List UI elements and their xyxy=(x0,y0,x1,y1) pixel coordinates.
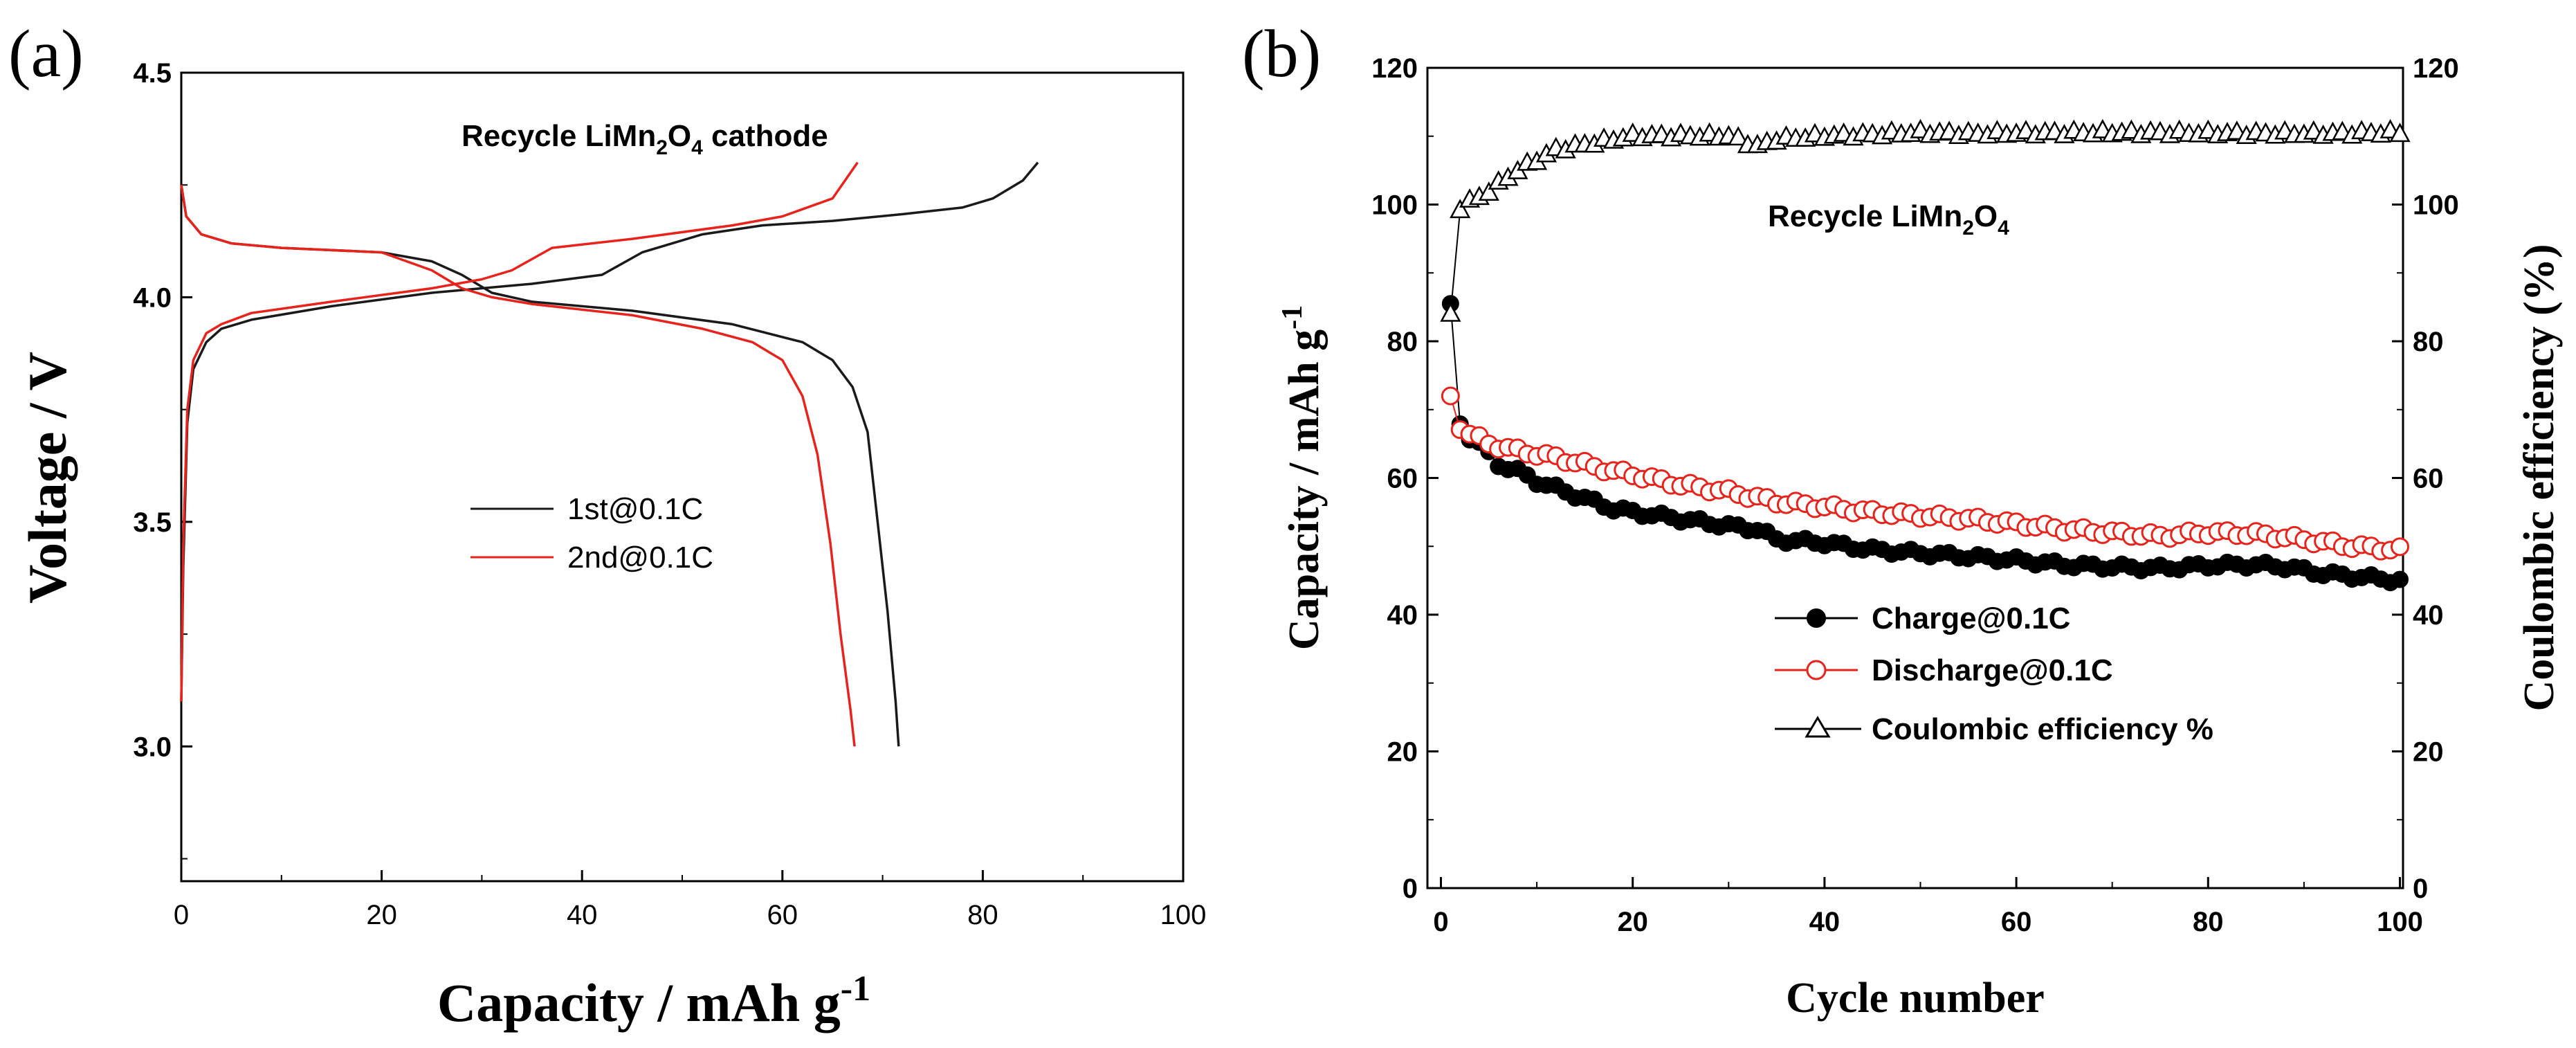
point-ce xyxy=(1478,181,1499,201)
panel-b-y2-tick-label: 80 xyxy=(2413,327,2444,357)
panel-a-y-tick-label: 4.0 xyxy=(133,282,172,313)
panel-b-y-axis-label: Capacity / mAh g-1 xyxy=(1277,305,1328,650)
point-discharge xyxy=(2391,537,2409,557)
panel-a-plot-frame xyxy=(180,71,1185,883)
panel-b-y-tick-label: 100 xyxy=(1371,190,1418,221)
panel-a-y-tick-label: 3.5 xyxy=(133,507,172,538)
panel-b-y2-tick-label: 20 xyxy=(2413,737,2444,768)
legend-label-discharge: Discharge@0.1C xyxy=(1872,653,2113,687)
panel-b-x-tick-label: 80 xyxy=(2193,907,2224,937)
panel-b-y2-tick-label: 120 xyxy=(2413,53,2459,84)
panel-b: (b) 0 20 40 60 80 100 0 20 40 60 80 100 120 0 20 40 60… xyxy=(1242,17,2563,1022)
panel-a-y-axis-label: Voltage / V xyxy=(17,352,77,604)
panel-a-label: (a) xyxy=(8,17,84,91)
panel-b-x-ticks: 0 20 40 60 80 100 xyxy=(1433,877,2423,937)
panel-a-x-ticks: 0 20 40 60 80 100 xyxy=(174,870,1207,930)
series-1st-charge-curve xyxy=(180,161,1039,702)
panel-b-y2-tick-label: 60 xyxy=(2413,464,2444,494)
panel-b-y2-ticks: 0 20 40 60 80 100 120 xyxy=(2392,53,2459,904)
panel-b-legend: Charge@0.1C Discharge@0.1C Coulombic eff… xyxy=(1775,602,2213,746)
legend-label-1st: 1st@0.1C xyxy=(567,492,703,526)
panel-a-title: Recycle LiMn2O4 cathode xyxy=(462,119,828,159)
point-ce xyxy=(1450,199,1471,219)
panel-b-title: Recycle LiMn2O4 xyxy=(1768,199,2009,240)
point-discharge xyxy=(1441,386,1460,406)
legend-label-charge: Charge@0.1C xyxy=(1872,602,2070,635)
panel-a-y-ticks: 3.0 3.5 4.0 4.5 xyxy=(133,58,192,860)
panel-b-y-ticks: 0 20 40 60 80 100 120 xyxy=(1371,53,1438,904)
panel-a-x-tick-label: 20 xyxy=(366,900,397,930)
panel-a-x-tick-label: 0 xyxy=(174,900,189,930)
panel-b-plot-frame xyxy=(1426,66,2404,889)
legend-marker-discharge xyxy=(1806,660,1827,680)
panel-b-y-tick-label: 0 xyxy=(1403,874,1418,904)
panel-b-y2-axis-label: Coulombic efficiency (%) xyxy=(2516,244,2563,712)
panel-b-y-tick-label: 40 xyxy=(1387,600,1418,631)
series-charge-line xyxy=(1450,303,2400,584)
point-charge xyxy=(2391,570,2409,588)
series-2nd-discharge-curve xyxy=(180,184,856,747)
panel-b-y2-tick-label: 0 xyxy=(2413,874,2428,904)
panel-b-x-tick-label: 0 xyxy=(1433,907,1448,937)
panel-a-legend: 1st@0.1C 2nd@0.1C xyxy=(471,492,713,575)
panel-a-x-tick-label: 60 xyxy=(767,900,798,930)
panel-a-x-tick-label: 40 xyxy=(567,900,598,930)
panel-b-series xyxy=(1440,118,2411,592)
panel-b-x-tick-label: 100 xyxy=(2377,907,2423,937)
panel-a-series xyxy=(180,161,1039,747)
legend-marker-ce xyxy=(1805,716,1831,738)
panel-a-y-tick-label: 3.0 xyxy=(133,732,172,762)
legend-label-ce: Coulombic efficiency % xyxy=(1872,712,2213,746)
panel-b-x-axis-label: Cycle number xyxy=(1786,975,2045,1022)
series-2nd-charge-curve xyxy=(180,161,859,702)
panel-b-y-tick-label: 20 xyxy=(1387,737,1418,768)
panel-b-y-tick-label: 60 xyxy=(1387,464,1418,494)
panel-b-y-tick-label: 120 xyxy=(1371,53,1418,84)
panel-a-y-tick-label: 4.5 xyxy=(133,58,172,89)
panel-b-y-tick-label: 80 xyxy=(1387,327,1418,357)
panel-b-x-tick-label: 40 xyxy=(1809,907,1840,937)
panel-b-y2-tick-label: 40 xyxy=(2413,600,2444,631)
legend-marker-charge xyxy=(1807,608,1826,628)
panel-a-x-tick-label: 100 xyxy=(1160,900,1207,930)
panel-a-x-axis-label: Capacity / mAh g-1 xyxy=(437,969,870,1033)
panel-b-label: (b) xyxy=(1242,17,1321,91)
panel-b-x-tick-label: 20 xyxy=(1617,907,1648,937)
panel-a-x-tick-label: 80 xyxy=(967,900,998,930)
panel-b-x-tick-label: 60 xyxy=(2001,907,2032,937)
panel-b-y2-tick-label: 100 xyxy=(2413,190,2459,221)
point-ce xyxy=(1440,302,1461,322)
legend-label-2nd: 2nd@0.1C xyxy=(567,541,713,575)
panel-a: (a) 0 20 40 60 80 100 3.0 3.5 4.0 4.5 Recycle Li… xyxy=(8,17,1206,1033)
series-1st-discharge-curve xyxy=(180,184,900,747)
point-ce xyxy=(1728,126,1749,146)
point-ce xyxy=(2389,123,2411,143)
